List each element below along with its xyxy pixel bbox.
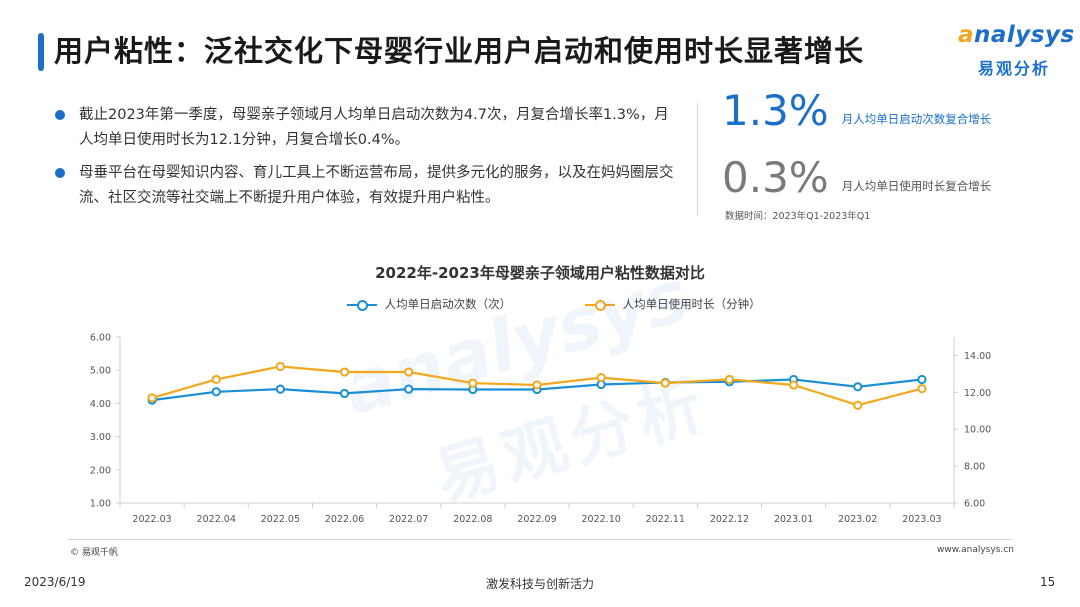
- logo-wordmark: analysys: [958, 22, 1075, 48]
- x-tick-label: 2022.04: [197, 514, 236, 525]
- section-divider: [697, 103, 698, 215]
- y-left-tick-label: 4.00: [90, 399, 111, 410]
- bullet-item: 母垂平台在母婴知识内容、育儿工具上不断运营布局，提供多元化的服务，以及在妈妈圈层…: [55, 161, 675, 211]
- bullet-dot-icon: [55, 110, 65, 120]
- x-tick-label: 2023.03: [902, 514, 941, 525]
- logo-chinese-name: 易观分析: [978, 59, 1051, 78]
- series-0-point: [275, 384, 285, 394]
- series-1-point: [468, 378, 478, 388]
- series-0-point: [211, 387, 221, 397]
- y-right-tick-label: 12.00: [964, 388, 991, 399]
- y-right-tick-label: 10.00: [964, 425, 991, 436]
- data-source: © 易观千帆: [70, 548, 118, 558]
- series-1-point: [853, 400, 863, 410]
- bullet-text: 母垂平台在母婴知识内容、育儿工具上不断运营布局，提供多元化的服务，以及在妈妈圈层…: [79, 165, 674, 206]
- legend-label: 人均单日使用时长（分钟）: [622, 297, 761, 311]
- stat-value: 0.3%: [722, 153, 829, 202]
- x-tick-label: 2022.03: [132, 514, 171, 525]
- y-left-tick-label: 3.00: [90, 432, 111, 443]
- stat-label: 月人均单日启动次数复合增长: [841, 112, 992, 126]
- x-tick-label: 2022.12: [710, 514, 749, 525]
- x-tick-label: 2022.11: [646, 514, 685, 525]
- series-1-point: [275, 361, 285, 372]
- x-tick-label: 2023.01: [774, 514, 813, 525]
- chart-title: 2022年-2023年母婴亲子领域用户粘性数据对比: [375, 264, 705, 282]
- y-left-tick-label: 1.00: [90, 499, 111, 510]
- series-1-point: [789, 380, 799, 390]
- x-tick-label: 2023.02: [838, 514, 877, 525]
- website-url: www.analysys.cn: [937, 545, 1014, 555]
- page-title: 用户粘性：泛社交化下母婴行业用户启动和使用时长显著增长: [54, 34, 865, 68]
- y-left-tick-label: 6.00: [90, 333, 111, 344]
- x-tick-label: 2022.08: [453, 514, 492, 525]
- bullet-text: 截止2023年第一季度，母婴亲子领域月人均单日启动次数为4.7次，月复合增长率1…: [79, 107, 669, 148]
- series-1-point: [596, 372, 606, 383]
- series-0-point: [853, 382, 863, 392]
- y-right-tick-label: 14.00: [964, 351, 991, 362]
- series-0-point: [917, 374, 927, 385]
- series-1-point: [404, 367, 414, 377]
- legend-item-duration: 人均单日使用时长（分钟）: [585, 296, 761, 312]
- bullet-item: 截止2023年第一季度，母婴亲子领域月人均单日启动次数为4.7次，月复合增长率1…: [55, 103, 675, 153]
- stat-label: 月人均单日使用时长复合增长: [841, 179, 992, 193]
- stat-duration-growth: 0.3% 月人均单日使用时长复合增长: [722, 153, 991, 202]
- x-tick-label: 2022.07: [389, 514, 428, 525]
- series-0-point: [339, 388, 350, 399]
- y-left-tick-label: 5.00: [90, 366, 111, 377]
- footer-slogan: 激发科技与创新活力: [485, 577, 594, 591]
- y-right-tick-label: 8.00: [964, 462, 985, 473]
- x-tick-label: 2022.05: [261, 514, 300, 525]
- x-tick-label: 2022.10: [582, 514, 621, 525]
- summary-bullets: 截止2023年第一季度，母婴亲子领域月人均单日启动次数为4.7次，月复合增长率1…: [55, 103, 675, 219]
- bullet-dot-icon: [55, 168, 65, 178]
- x-tick-label: 2022.06: [325, 514, 364, 525]
- analysys-logo: analysys 易观分析: [958, 22, 1074, 82]
- series-1-point: [532, 380, 542, 390]
- series-1-point: [917, 384, 927, 394]
- series-1-point: [147, 393, 157, 403]
- legend-label: 人均单日启动次数（次）: [384, 297, 512, 311]
- x-tick-label: 2022.09: [517, 514, 556, 525]
- series-1-point: [724, 374, 735, 385]
- y-right-tick-label: 6.00: [964, 499, 985, 510]
- page-number: 15: [1040, 575, 1056, 589]
- series-0-point: [404, 384, 414, 394]
- series-1-point: [339, 367, 350, 377]
- legend-swatch-icon: [347, 299, 377, 311]
- footer-date: 2023/6/19: [24, 575, 86, 589]
- legend-swatch-icon: [585, 299, 615, 311]
- stat-value: 1.3%: [722, 86, 829, 135]
- legend-item-launches: 人均单日启动次数（次）: [347, 296, 511, 312]
- stat-launch-growth: 1.3% 月人均单日启动次数复合增长: [722, 86, 991, 135]
- y-left-tick-label: 2.00: [90, 465, 111, 476]
- series-1-point: [211, 374, 221, 385]
- footer-divider: [68, 539, 1013, 540]
- stats-period: 数据时间：2023年Q1-2023年Q1: [725, 211, 871, 222]
- series-1-point: [660, 378, 670, 388]
- line-chart: 1.00 2.00 3.00 4.00 5.00 6.00 6.00 8.00 10.00 12.…: [90, 333, 991, 526]
- title-accent-bar: [38, 33, 44, 71]
